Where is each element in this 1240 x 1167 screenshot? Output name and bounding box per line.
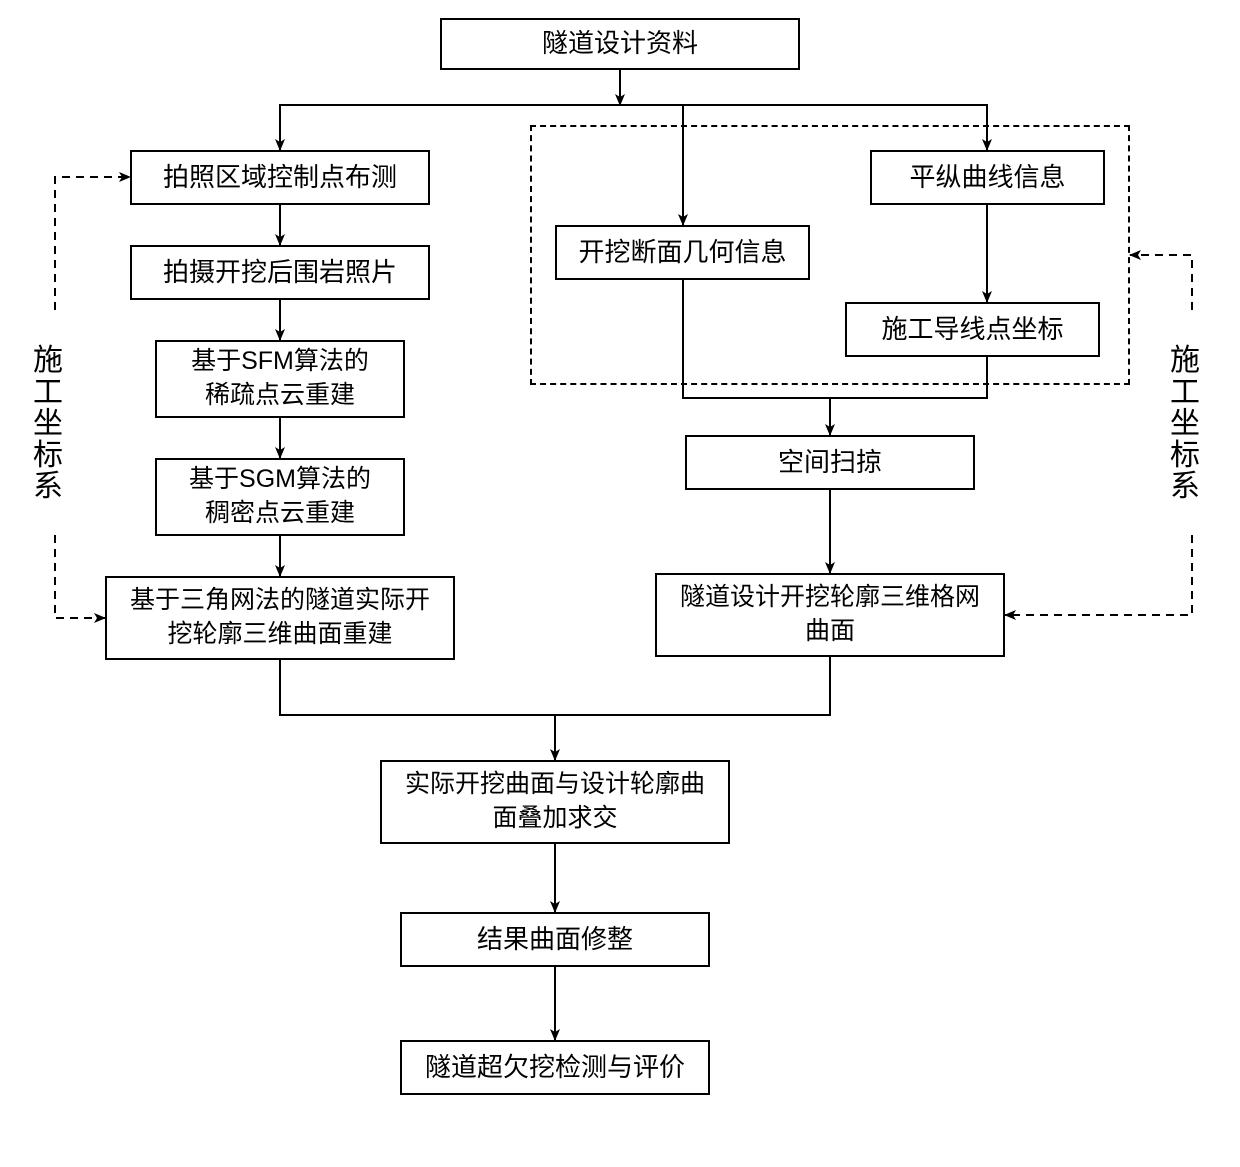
node-l5: 基于三角网法的隧道实际开挖轮廓三维曲面重建 [105, 576, 455, 660]
node-m2: 结果曲面修整 [400, 912, 710, 967]
side-label-left: 施工坐标系 [33, 345, 63, 503]
node-m3: 隧道超欠挖检测与评价 [400, 1040, 710, 1095]
node-l2: 拍摄开挖后围岩照片 [130, 245, 430, 300]
node-label: 拍摄开挖后围岩照片 [163, 255, 397, 290]
node-r-mesh: 隧道设计开挖轮廓三维格网曲面 [655, 573, 1005, 657]
dashed-group-right [530, 125, 1130, 385]
node-label: 隧道设计开挖轮廓三维格网曲面 [680, 581, 980, 649]
node-top: 隧道设计资料 [440, 18, 800, 70]
node-label: 拍照区域控制点布测 [163, 160, 397, 195]
node-l4: 基于SGM算法的稠密点云重建 [155, 458, 405, 536]
side-label-right: 施工坐标系 [1170, 345, 1200, 503]
node-l1: 拍照区域控制点布测 [130, 150, 430, 205]
node-m1: 实际开挖曲面与设计轮廓曲面叠加求交 [380, 760, 730, 844]
node-r-sweep: 空间扫掠 [685, 435, 975, 490]
node-label: 结果曲面修整 [477, 922, 633, 957]
node-l3: 基于SFM算法的稀疏点云重建 [155, 340, 405, 418]
node-label: 空间扫掠 [778, 445, 882, 480]
node-label: 基于SFM算法的稀疏点云重建 [191, 345, 369, 413]
node-label: 基于SGM算法的稠密点云重建 [189, 463, 371, 531]
node-label: 基于三角网法的隧道实际开挖轮廓三维曲面重建 [130, 584, 430, 652]
node-label: 隧道设计资料 [542, 26, 698, 61]
node-label: 隧道超欠挖检测与评价 [425, 1050, 685, 1085]
node-label: 实际开挖曲面与设计轮廓曲面叠加求交 [405, 768, 705, 836]
